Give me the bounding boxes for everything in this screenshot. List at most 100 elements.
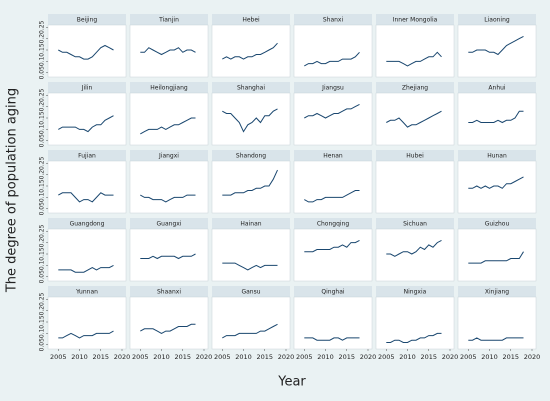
y-tick-label: 0.05 — [39, 338, 46, 352]
y-tick-label: 0.05 — [39, 134, 46, 148]
y-tick-label: 0.1 — [39, 124, 46, 134]
y-tick-label: 0.1 — [39, 56, 46, 66]
panel-strip — [376, 286, 454, 297]
x-tick-label: 2010 — [71, 353, 88, 361]
panel-strip — [458, 14, 536, 25]
x-tick-label: 2005 — [460, 353, 477, 361]
panel-plot — [47, 92, 127, 146]
x-axis-label: Year — [277, 375, 306, 390]
y-tick-label: 0.2 — [39, 170, 46, 180]
x-tick-label: 2005 — [378, 353, 395, 361]
series-line — [468, 35, 524, 56]
panel-title: Fujian — [78, 153, 96, 160]
x-tick-label: 2005 — [214, 353, 231, 361]
y-tick-label: 0.25 — [39, 156, 46, 170]
x-tick-label: 2015 — [338, 353, 355, 361]
panel-strip — [48, 14, 126, 25]
y-tick-label: 0.25 — [39, 20, 46, 34]
panel-title: Ningxia — [404, 289, 427, 296]
panel-plot — [47, 160, 127, 214]
x-tick-label: 2020 — [442, 353, 459, 361]
panel-strip — [376, 150, 454, 161]
panel-title: Shaanxi — [157, 289, 181, 296]
x-tick-label: 2015 — [420, 353, 437, 361]
panel-strip — [376, 82, 454, 93]
series-line — [222, 108, 278, 133]
panel-strip — [376, 218, 454, 229]
panel-title: Jiangsu — [321, 85, 344, 92]
panel-title: Guangxi — [157, 221, 182, 228]
x-tick-label: 2015 — [502, 353, 519, 361]
series-line — [58, 264, 114, 273]
panel-strip — [458, 82, 536, 93]
panel-title: Heilongjiang — [150, 85, 188, 92]
panel-plot — [293, 92, 373, 146]
panel-plot — [293, 228, 373, 282]
y-tick-label: 0.15 — [39, 111, 46, 125]
panel-plot — [211, 160, 291, 214]
panel-plot — [457, 92, 537, 146]
panel-title: Liaoning — [484, 17, 510, 24]
series-line — [386, 51, 442, 67]
panel-title: Hunan — [487, 153, 507, 160]
panel-strip — [48, 218, 126, 229]
x-tick-label: 2005 — [132, 353, 149, 361]
series-line — [468, 251, 524, 264]
panel-strip — [48, 82, 126, 93]
panel-plot — [457, 160, 537, 214]
series-line — [468, 110, 524, 124]
panel-title: Sichuan — [403, 221, 427, 228]
panel-strip — [48, 286, 126, 297]
series-line — [140, 323, 196, 334]
y-tick-label: 0.15 — [39, 179, 46, 193]
y-tick-label: 0.15 — [39, 247, 46, 261]
panel-strip — [212, 218, 290, 229]
panel-strip — [458, 286, 536, 297]
x-tick-label: 2005 — [296, 353, 313, 361]
panel-plot — [211, 92, 291, 146]
panel-plot — [457, 24, 537, 78]
y-tick-label: 0.1 — [39, 328, 46, 338]
panel-strip — [212, 82, 290, 93]
x-tick-label: 2005 — [50, 353, 67, 361]
y-tick-label: 0.1 — [39, 192, 46, 202]
series-line — [304, 190, 360, 203]
panel-plot — [375, 228, 455, 282]
series-line — [140, 194, 196, 203]
y-tick-label: 0.2 — [39, 102, 46, 112]
panel-strip — [130, 82, 208, 93]
panel-title: Tianjin — [158, 17, 179, 24]
y-tick-label: 0.05 — [39, 66, 46, 80]
panel-title: Inner Mongolia — [393, 17, 438, 24]
y-tick-label: 0.25 — [39, 88, 46, 102]
series-line — [386, 332, 442, 343]
y-tick-label: 0.05 — [39, 202, 46, 216]
series-line — [304, 51, 360, 67]
y-tick-label: 0.1 — [39, 260, 46, 270]
panel-strip — [458, 218, 536, 229]
series-line — [386, 239, 442, 257]
panel-plot — [211, 24, 291, 78]
panel-plot — [47, 228, 127, 282]
x-tick-label: 2015 — [256, 353, 273, 361]
x-tick-label: 2020 — [114, 353, 131, 361]
x-tick-label: 2010 — [481, 353, 498, 361]
panel-plot — [457, 296, 537, 350]
series-line — [222, 169, 278, 196]
series-line — [304, 103, 360, 119]
x-tick-label: 2010 — [153, 353, 170, 361]
panel-title: Gansu — [241, 289, 260, 296]
panel-strip — [212, 150, 290, 161]
panel-title: Hebei — [242, 17, 260, 24]
panel-title: Yunnan — [75, 289, 98, 296]
panel-title: Guangdong — [70, 221, 105, 228]
x-tick-label: 2015 — [174, 353, 191, 361]
panel-plot — [129, 296, 209, 350]
x-tick-label: 2020 — [524, 353, 541, 361]
panel-strip — [294, 218, 372, 229]
series-line — [58, 330, 114, 339]
panel-title: Zhejiang — [402, 85, 428, 92]
series-line — [222, 323, 278, 339]
y-tick-label: 0.15 — [39, 43, 46, 57]
series-line — [304, 337, 360, 341]
